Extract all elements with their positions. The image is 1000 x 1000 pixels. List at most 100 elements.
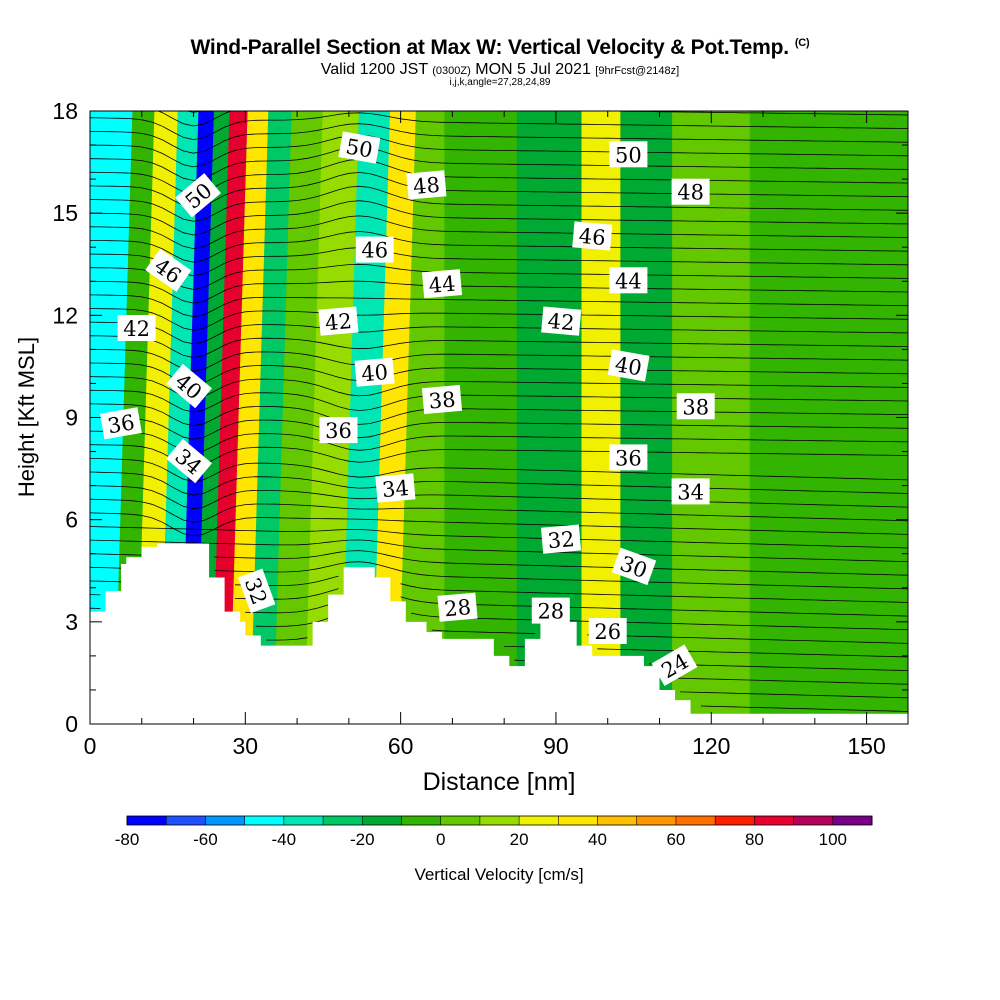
isentrope (90, 294, 908, 318)
isentrope (90, 389, 908, 413)
svg-text:38: 38 (682, 395, 709, 419)
isentrope (90, 123, 908, 154)
velocity-band (229, 111, 269, 724)
colorbar-swatch (362, 816, 402, 825)
isentrope-label: 38 (421, 384, 463, 415)
colorbar-swatch (401, 816, 442, 825)
isentrope (90, 335, 908, 359)
isentrope-label: 32 (237, 568, 276, 614)
svg-text:38: 38 (428, 387, 457, 413)
svg-text:46: 46 (361, 239, 388, 263)
isentrope-label: 42 (541, 306, 582, 336)
x-tick-label: 60 (388, 733, 414, 759)
isentrope (90, 158, 908, 195)
svg-text:50: 50 (344, 134, 374, 162)
isentrope (680, 691, 908, 699)
velocity-band (516, 111, 583, 724)
svg-text:46: 46 (578, 224, 607, 250)
copyright-mark: (C) (794, 37, 810, 49)
colorbar-tick-label: -20 (350, 830, 375, 849)
x-tick-label: 150 (847, 733, 885, 759)
colorbar-swatch (479, 816, 520, 825)
y-tick-label: 9 (65, 405, 78, 431)
svg-text:44: 44 (428, 272, 457, 298)
svg-text:48: 48 (677, 181, 704, 205)
colorbar-label: Vertical Velocity [cm/s] (414, 865, 583, 884)
colorbar-swatch (754, 816, 795, 825)
isentrope (90, 498, 908, 523)
isentrope-label: 46 (355, 236, 394, 263)
colorbar-swatch (597, 816, 638, 825)
x-tick-label: 120 (692, 733, 730, 759)
isentrope (265, 637, 908, 658)
isentrope-label: 28 (531, 597, 570, 624)
isentrope (90, 172, 908, 209)
isentrope-label: 26 (588, 618, 627, 644)
isentrope (90, 458, 908, 482)
isentrope (90, 112, 908, 141)
isentrope-label: 40 (354, 357, 395, 387)
svg-text:42: 42 (547, 309, 576, 335)
velocity-band (371, 111, 417, 724)
isentrope (90, 263, 908, 290)
isentrope (90, 471, 908, 496)
isentrope (90, 185, 908, 222)
colorbar-swatch (323, 816, 363, 825)
svg-text:42: 42 (123, 317, 150, 341)
isentrope (90, 280, 908, 304)
isentrope (90, 376, 908, 399)
isentrope-label: 50 (338, 131, 381, 164)
isentrope (669, 677, 908, 685)
isentrope (90, 200, 908, 236)
colorbar: -80 -60 -40 -20 0 20 40 60 80 100 (115, 815, 873, 849)
isentrope (90, 430, 908, 454)
svg-text:40: 40 (613, 352, 643, 380)
y-tick-label: 15 (52, 200, 78, 226)
colorbar-tick-label: 100 (819, 830, 847, 849)
svg-text:34: 34 (677, 480, 704, 504)
colorbar-tick-label: 40 (588, 830, 607, 849)
chart-indices: i,j,k,angle=27,28,24,89 (449, 77, 551, 88)
svg-text:34: 34 (381, 476, 410, 502)
colorbar-tick-label: 0 (436, 830, 445, 849)
colorbar-swatch (440, 816, 481, 825)
isentrope (90, 539, 908, 562)
colorbar-tick-label: 60 (666, 830, 685, 849)
isentrope (90, 561, 908, 590)
x-axis-label: Distance [nm] (423, 768, 576, 796)
isentrope-label: 40 (607, 349, 650, 382)
colorbar-swatch (636, 816, 677, 825)
velocity-band (749, 111, 849, 724)
isentrope (90, 215, 908, 250)
colorbar-swatch (675, 816, 716, 825)
isentrope (90, 349, 908, 372)
velocity-band (444, 111, 518, 724)
svg-text:26: 26 (594, 620, 621, 644)
x-tick-label: 30 (233, 733, 259, 759)
isentrope (90, 247, 908, 277)
isentrope-label: 36 (99, 407, 142, 440)
colorbar-swatch (244, 816, 285, 825)
isentrope (90, 403, 908, 427)
terrain (90, 543, 908, 724)
isentrope (90, 485, 908, 510)
isentrope-label: 30 (611, 547, 657, 586)
isentrope (90, 604, 908, 631)
isentrope-label: 48 (671, 178, 710, 205)
colorbar-swatch (166, 816, 206, 825)
colorbar-swatch (519, 816, 559, 825)
colorbar-tick-label: -60 (193, 830, 218, 849)
isentrope (90, 321, 908, 345)
velocity-band (620, 111, 673, 724)
colorbar-tick-label: 80 (745, 830, 764, 849)
colorbar-swatch (558, 816, 599, 825)
isentrope (90, 146, 908, 181)
isentrope (90, 308, 908, 331)
isentrope-label: 46 (572, 221, 613, 251)
isentrope-label: 44 (421, 269, 463, 299)
isentrope-label: 28 (437, 592, 478, 622)
y-tick-label: 18 (52, 98, 78, 124)
colorbar-swatch (832, 816, 873, 825)
svg-text:40: 40 (360, 360, 389, 386)
